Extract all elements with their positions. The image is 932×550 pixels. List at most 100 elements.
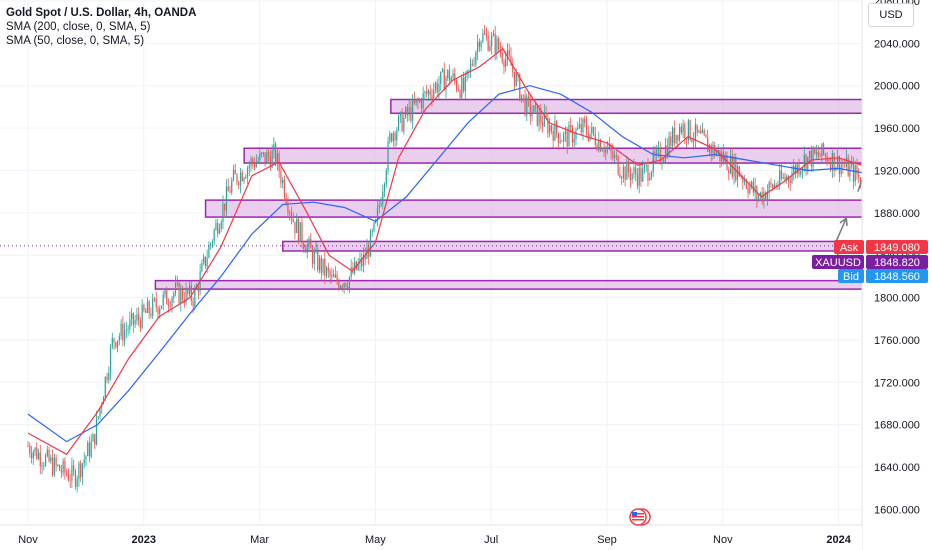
candle-body	[390, 133, 393, 142]
currency-button[interactable]: USD	[868, 3, 914, 27]
time-tick-label: Jul	[484, 534, 498, 546]
candle-body	[280, 171, 282, 184]
candle-body	[821, 143, 823, 157]
price-tag-symbol: XAUUSD 1848.820	[812, 255, 928, 269]
candle-body	[643, 165, 646, 169]
candle-body	[501, 52, 503, 62]
candle-body	[698, 130, 700, 133]
candle-body	[160, 305, 163, 309]
candle-body	[383, 183, 386, 192]
candle-body	[824, 154, 826, 157]
time-axis-panel	[0, 525, 862, 550]
candle-body	[43, 465, 45, 467]
candle-body	[248, 165, 250, 169]
candle-body	[215, 223, 217, 230]
candle-body	[763, 192, 765, 202]
candle-body	[373, 222, 375, 231]
candle-body	[371, 230, 373, 232]
candle-body	[174, 283, 177, 294]
price-tick-label: 1960.000	[874, 123, 920, 135]
candle-body	[691, 139, 693, 142]
price-tag-label-bg	[838, 269, 864, 283]
candle-body	[541, 122, 544, 127]
candle-body	[222, 203, 224, 222]
candle-body	[80, 463, 82, 477]
candle-body	[598, 139, 600, 151]
candle-body	[858, 174, 860, 178]
candle-body	[315, 249, 317, 253]
candle-body	[129, 319, 131, 330]
candle-body	[176, 282, 178, 284]
candle-body	[803, 154, 805, 168]
candle-body	[436, 83, 438, 93]
candle-body	[118, 336, 120, 341]
candle-body	[628, 161, 630, 173]
candle-body	[153, 298, 156, 300]
candle-body	[529, 99, 531, 117]
candle-body	[810, 151, 812, 167]
candle-body	[348, 277, 351, 289]
candle-body	[487, 35, 489, 51]
sma-200-line	[27, 85, 878, 443]
candle-body	[94, 434, 96, 445]
candle-body	[412, 99, 414, 121]
candle-body	[329, 271, 331, 277]
candle-body	[457, 89, 459, 91]
candle-body	[201, 263, 203, 272]
candle-body	[53, 457, 55, 475]
indicator-sma-200[interactable]: SMA (200, close, 0, SMA, 5)	[6, 21, 151, 33]
candle-body	[34, 447, 36, 453]
candle-body	[740, 176, 742, 178]
candle-body	[299, 222, 301, 242]
candle-body	[336, 274, 338, 282]
candle-body	[617, 155, 619, 175]
us-flag-icon[interactable]	[625, 508, 653, 526]
candle-body	[657, 147, 660, 150]
candle-body	[561, 141, 563, 142]
candle-body	[210, 243, 212, 246]
candle-body	[50, 457, 52, 462]
symbol-title[interactable]: Gold Spot / U.S. Dollar, 4h, OANDA	[6, 7, 197, 19]
candle-body	[677, 134, 679, 141]
candle-body	[69, 480, 71, 482]
candle-body	[564, 130, 567, 134]
candle-body	[167, 304, 170, 306]
candle-body	[475, 52, 477, 65]
price-tick-label: 2040.000	[874, 38, 920, 50]
candle-body	[735, 157, 737, 181]
candle-body	[260, 152, 263, 154]
candle-body	[784, 177, 786, 180]
candle-body	[647, 165, 649, 181]
candle-body	[39, 452, 41, 466]
candle-body	[197, 286, 199, 292]
candle-body	[71, 465, 73, 481]
candle-body	[765, 192, 767, 200]
candle-body	[303, 243, 305, 249]
candle-body	[347, 286, 349, 289]
candle-body	[491, 35, 493, 47]
candle-body	[83, 459, 85, 464]
candle-body	[459, 90, 461, 98]
price-tick-label: 1600.000	[874, 504, 920, 516]
candle-body	[99, 407, 101, 417]
candle-body	[786, 176, 788, 180]
candle-body	[805, 154, 807, 171]
candle-body	[768, 182, 770, 193]
candle-body	[217, 223, 219, 234]
candle-body	[66, 472, 68, 475]
candle-body	[794, 165, 797, 174]
candle-body	[582, 119, 584, 133]
indicator-sma-50[interactable]: SMA (50, close, 0, SMA, 5)	[6, 35, 145, 47]
candle-body	[385, 170, 387, 184]
candle-body	[387, 141, 389, 171]
candle-body	[856, 165, 858, 175]
candle-body	[204, 256, 206, 266]
candle-body	[273, 144, 275, 151]
candle-body	[775, 184, 777, 188]
candle-body	[308, 238, 310, 245]
candle-body	[675, 134, 677, 143]
time-tick-label: Mar	[250, 534, 269, 546]
candle-body	[666, 145, 668, 157]
candle-body	[664, 145, 667, 160]
